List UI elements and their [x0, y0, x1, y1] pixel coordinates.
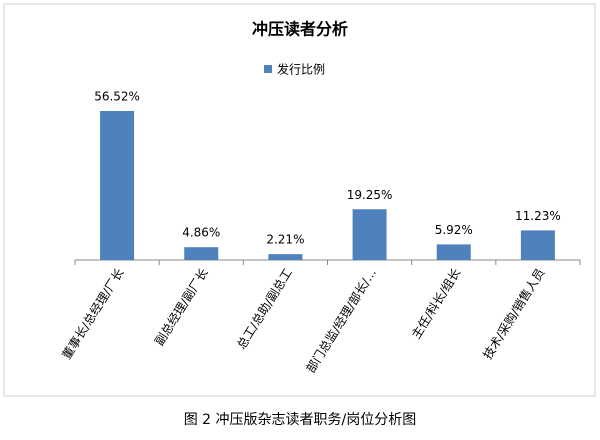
legend-swatch	[264, 65, 272, 73]
bar	[268, 254, 303, 260]
value-label: 56.52%	[94, 90, 140, 104]
caption: 图 2 冲压版杂志读者职务/岗位分析图	[184, 411, 417, 428]
legend-label: 发行比例	[277, 62, 325, 77]
bar	[520, 230, 555, 260]
chart-title: 冲压读者分析	[252, 20, 348, 39]
value-label: 4.86%	[182, 226, 220, 240]
value-label: 2.21%	[266, 233, 304, 247]
bar	[100, 111, 135, 260]
bar	[436, 244, 471, 260]
value-label: 19.25%	[347, 188, 393, 202]
value-label: 11.23%	[515, 209, 561, 223]
value-label: 5.92%	[435, 223, 473, 237]
bar	[352, 209, 387, 260]
bar	[184, 247, 219, 260]
